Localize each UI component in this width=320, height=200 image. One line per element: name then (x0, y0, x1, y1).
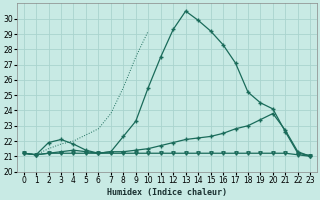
X-axis label: Humidex (Indice chaleur): Humidex (Indice chaleur) (107, 188, 227, 197)
